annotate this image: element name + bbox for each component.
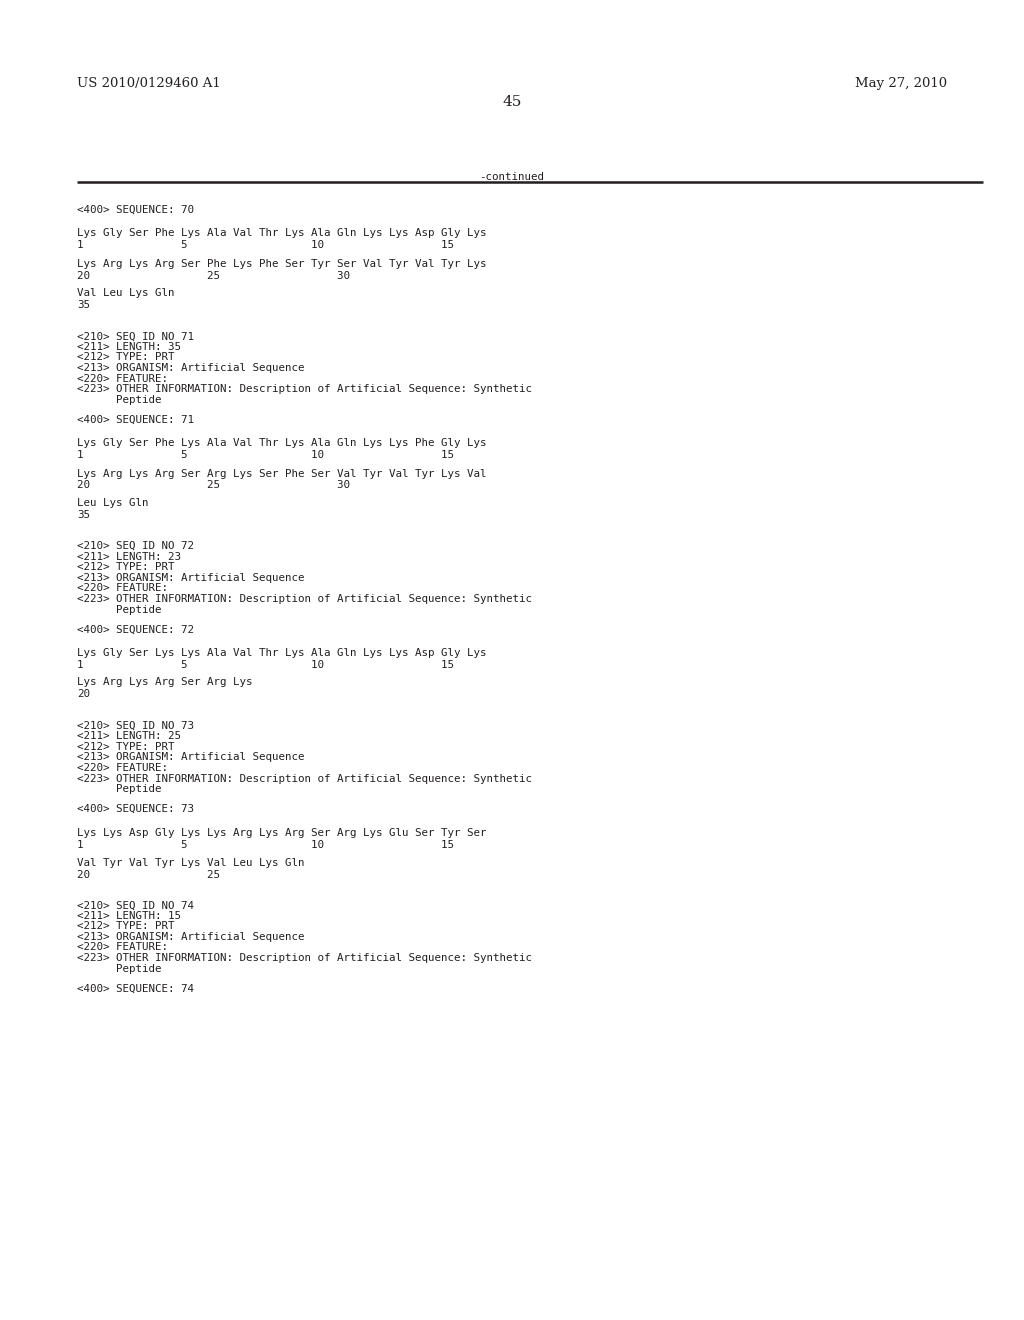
Text: <223> OTHER INFORMATION: Description of Artificial Sequence: Synthetic: <223> OTHER INFORMATION: Description of …: [77, 384, 531, 395]
Text: Peptide: Peptide: [77, 964, 162, 974]
Text: 20                  25                  30: 20 25 30: [77, 480, 350, 491]
Text: <212> TYPE: PRT: <212> TYPE: PRT: [77, 352, 174, 363]
Text: Peptide: Peptide: [77, 784, 162, 795]
Text: <210> SEQ ID NO 71: <210> SEQ ID NO 71: [77, 331, 194, 342]
Text: <400> SEQUENCE: 73: <400> SEQUENCE: 73: [77, 804, 194, 814]
Text: <400> SEQUENCE: 71: <400> SEQUENCE: 71: [77, 414, 194, 425]
Text: <223> OTHER INFORMATION: Description of Artificial Sequence: Synthetic: <223> OTHER INFORMATION: Description of …: [77, 953, 531, 964]
Text: <400> SEQUENCE: 70: <400> SEQUENCE: 70: [77, 205, 194, 215]
Text: 20                  25: 20 25: [77, 870, 220, 880]
Text: <212> TYPE: PRT: <212> TYPE: PRT: [77, 562, 174, 573]
Text: 20                  25                  30: 20 25 30: [77, 271, 350, 281]
Text: -continued: -continued: [479, 172, 545, 182]
Text: <211> LENGTH: 25: <211> LENGTH: 25: [77, 731, 181, 742]
Text: Lys Lys Asp Gly Lys Lys Arg Lys Arg Ser Arg Lys Glu Ser Tyr Ser: Lys Lys Asp Gly Lys Lys Arg Lys Arg Ser …: [77, 828, 486, 838]
Text: US 2010/0129460 A1: US 2010/0129460 A1: [77, 77, 220, 90]
Text: 35: 35: [77, 510, 90, 520]
Text: Lys Arg Lys Arg Ser Phe Lys Phe Ser Tyr Ser Val Tyr Val Tyr Lys: Lys Arg Lys Arg Ser Phe Lys Phe Ser Tyr …: [77, 259, 486, 269]
Text: Lys Gly Ser Lys Lys Ala Val Thr Lys Ala Gln Lys Lys Asp Gly Lys: Lys Gly Ser Lys Lys Ala Val Thr Lys Ala …: [77, 648, 486, 659]
Text: Leu Lys Gln: Leu Lys Gln: [77, 498, 148, 508]
Text: <210> SEQ ID NO 73: <210> SEQ ID NO 73: [77, 721, 194, 731]
Text: Lys Gly Ser Phe Lys Ala Val Thr Lys Ala Gln Lys Lys Phe Gly Lys: Lys Gly Ser Phe Lys Ala Val Thr Lys Ala …: [77, 438, 486, 449]
Text: 45: 45: [503, 95, 521, 110]
Text: <212> TYPE: PRT: <212> TYPE: PRT: [77, 742, 174, 752]
Text: <223> OTHER INFORMATION: Description of Artificial Sequence: Synthetic: <223> OTHER INFORMATION: Description of …: [77, 594, 531, 605]
Text: 35: 35: [77, 300, 90, 310]
Text: May 27, 2010: May 27, 2010: [855, 77, 947, 90]
Text: Val Tyr Val Tyr Lys Val Leu Lys Gln: Val Tyr Val Tyr Lys Val Leu Lys Gln: [77, 858, 304, 869]
Text: 1               5                   10                  15: 1 5 10 15: [77, 240, 454, 251]
Text: <400> SEQUENCE: 74: <400> SEQUENCE: 74: [77, 983, 194, 994]
Text: <210> SEQ ID NO 72: <210> SEQ ID NO 72: [77, 541, 194, 552]
Text: <213> ORGANISM: Artificial Sequence: <213> ORGANISM: Artificial Sequence: [77, 752, 304, 763]
Text: Lys Arg Lys Arg Ser Arg Lys: Lys Arg Lys Arg Ser Arg Lys: [77, 677, 252, 688]
Text: Peptide: Peptide: [77, 605, 162, 615]
Text: <210> SEQ ID NO 74: <210> SEQ ID NO 74: [77, 900, 194, 911]
Text: <223> OTHER INFORMATION: Description of Artificial Sequence: Synthetic: <223> OTHER INFORMATION: Description of …: [77, 774, 531, 784]
Text: Val Leu Lys Gln: Val Leu Lys Gln: [77, 288, 174, 298]
Text: 20: 20: [77, 689, 90, 700]
Text: <212> TYPE: PRT: <212> TYPE: PRT: [77, 921, 174, 932]
Text: Lys Gly Ser Phe Lys Ala Val Thr Lys Ala Gln Lys Lys Asp Gly Lys: Lys Gly Ser Phe Lys Ala Val Thr Lys Ala …: [77, 228, 486, 239]
Text: 1               5                   10                  15: 1 5 10 15: [77, 450, 454, 461]
Text: <213> ORGANISM: Artificial Sequence: <213> ORGANISM: Artificial Sequence: [77, 573, 304, 583]
Text: <220> FEATURE:: <220> FEATURE:: [77, 942, 168, 953]
Text: <220> FEATURE:: <220> FEATURE:: [77, 583, 168, 594]
Text: 1               5                   10                  15: 1 5 10 15: [77, 660, 454, 671]
Text: <211> LENGTH: 23: <211> LENGTH: 23: [77, 552, 181, 562]
Text: <213> ORGANISM: Artificial Sequence: <213> ORGANISM: Artificial Sequence: [77, 932, 304, 942]
Text: Peptide: Peptide: [77, 395, 162, 405]
Text: <400> SEQUENCE: 72: <400> SEQUENCE: 72: [77, 624, 194, 635]
Text: <220> FEATURE:: <220> FEATURE:: [77, 763, 168, 774]
Text: <213> ORGANISM: Artificial Sequence: <213> ORGANISM: Artificial Sequence: [77, 363, 304, 374]
Text: <211> LENGTH: 35: <211> LENGTH: 35: [77, 342, 181, 352]
Text: <220> FEATURE:: <220> FEATURE:: [77, 374, 168, 384]
Text: <211> LENGTH: 15: <211> LENGTH: 15: [77, 911, 181, 921]
Text: 1               5                   10                  15: 1 5 10 15: [77, 840, 454, 850]
Text: Lys Arg Lys Arg Ser Arg Lys Ser Phe Ser Val Tyr Val Tyr Lys Val: Lys Arg Lys Arg Ser Arg Lys Ser Phe Ser …: [77, 469, 486, 479]
